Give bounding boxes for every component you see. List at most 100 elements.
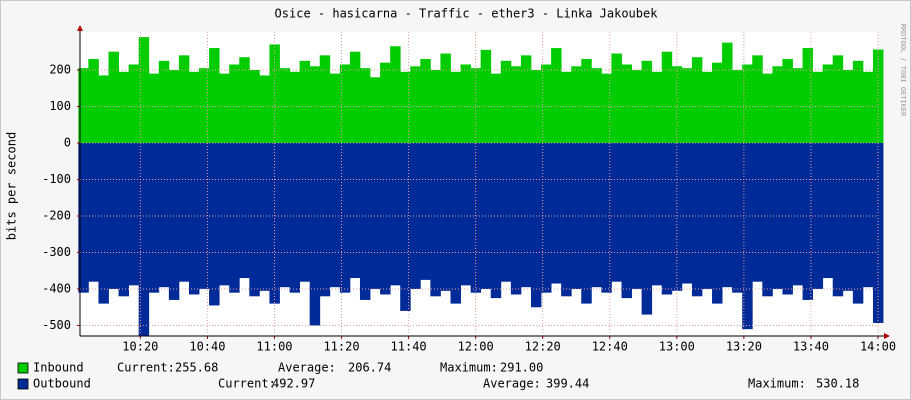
area-sample [621, 64, 632, 143]
area-sample [722, 42, 733, 143]
area-sample [601, 73, 612, 143]
legend-swatch [17, 362, 29, 374]
area-sample [249, 142, 260, 297]
x-tick-label: 13:00 [659, 340, 695, 354]
area-sample [822, 64, 834, 143]
area-sample [138, 142, 150, 337]
area-sample [229, 64, 240, 143]
area-sample [591, 68, 602, 143]
area-sample [571, 66, 582, 143]
area-sample [732, 142, 743, 293]
area-sample [219, 142, 230, 286]
area-sample [178, 142, 190, 282]
area-sample [199, 68, 210, 143]
marks [78, 37, 884, 337]
area-sample [510, 142, 522, 295]
legend-stat-value: 206.74 [348, 361, 391, 375]
area-sample [239, 57, 250, 143]
area-sample [359, 142, 371, 300]
area-sample [530, 142, 542, 308]
area-sample [460, 142, 472, 286]
area-sample [108, 51, 119, 143]
area-sample [440, 53, 451, 143]
area-sample [691, 57, 703, 143]
area-sample [872, 142, 884, 323]
area-sample [410, 66, 421, 143]
x-tick-label: 10:20 [122, 340, 158, 354]
area-sample [400, 142, 411, 311]
area-sample [209, 142, 220, 306]
area-sample [390, 142, 401, 286]
area-sample [78, 68, 89, 143]
area-sample [450, 142, 461, 304]
area-sample [349, 142, 361, 279]
area-sample [762, 73, 773, 143]
area-sample [712, 62, 723, 143]
area-sample [872, 49, 884, 143]
chart-title: Osice - hasicarna - Traffic - ether3 - L… [275, 7, 659, 21]
area-sample [852, 60, 864, 143]
area-sample [289, 142, 301, 293]
area-sample [661, 51, 673, 143]
area-sample [561, 142, 572, 297]
area-sample [339, 64, 351, 143]
y-tick-label: 100 [49, 99, 71, 113]
area-sample [98, 75, 109, 143]
area-sample [98, 142, 109, 304]
area-sample [551, 142, 562, 284]
legend-stat-value: 492.97 [272, 377, 315, 391]
area-sample [370, 77, 381, 143]
area-sample [832, 55, 844, 143]
area-sample [852, 142, 864, 304]
area-sample [279, 68, 290, 143]
area-sample [209, 48, 220, 143]
area-sample [309, 66, 321, 143]
legend-stat-label: Average: [278, 361, 336, 375]
area-sample [299, 60, 311, 143]
area-sample [621, 142, 632, 299]
area-sample [490, 142, 502, 299]
area-sample [651, 142, 663, 286]
area-sample [188, 71, 200, 143]
area-sample [168, 142, 180, 300]
area-sample [601, 142, 612, 293]
area-sample [772, 142, 783, 290]
area-sample [269, 142, 280, 304]
area-sample [470, 142, 482, 293]
area-sample [581, 142, 592, 304]
y-axis-arrow [77, 25, 83, 31]
area-sample [490, 73, 502, 143]
area-sample [480, 49, 492, 143]
area-sample [571, 142, 582, 290]
area-sample [158, 142, 170, 288]
y-tick-label: -200 [42, 208, 71, 222]
area-sample [259, 75, 270, 143]
area-sample [510, 66, 522, 143]
area-sample [792, 142, 803, 286]
legend-stat-value: 291.00 [500, 361, 543, 375]
y-tick-label: -300 [42, 245, 71, 259]
area-sample [410, 142, 421, 290]
legend-stat-value: 530.18 [816, 377, 859, 391]
area-sample [520, 55, 532, 143]
area-sample [339, 142, 351, 293]
area-sample [742, 64, 753, 143]
legend-stat-label: Current: [218, 377, 276, 391]
area-sample [420, 142, 431, 280]
y-axis-label: bits per second [5, 132, 19, 240]
area-sample [470, 68, 482, 143]
area-sample [752, 55, 763, 143]
area-sample [541, 64, 552, 143]
area-sample [148, 73, 160, 143]
legend-stat-value: 399.44 [546, 377, 589, 391]
area-sample [259, 142, 270, 291]
area-sample [78, 142, 89, 293]
area-sample [812, 142, 824, 290]
area-sample [631, 142, 643, 290]
area-sample [128, 142, 140, 286]
legend-swatch [17, 378, 29, 390]
area-sample [722, 142, 733, 288]
area-sample [832, 142, 844, 297]
area-sample [681, 142, 693, 284]
